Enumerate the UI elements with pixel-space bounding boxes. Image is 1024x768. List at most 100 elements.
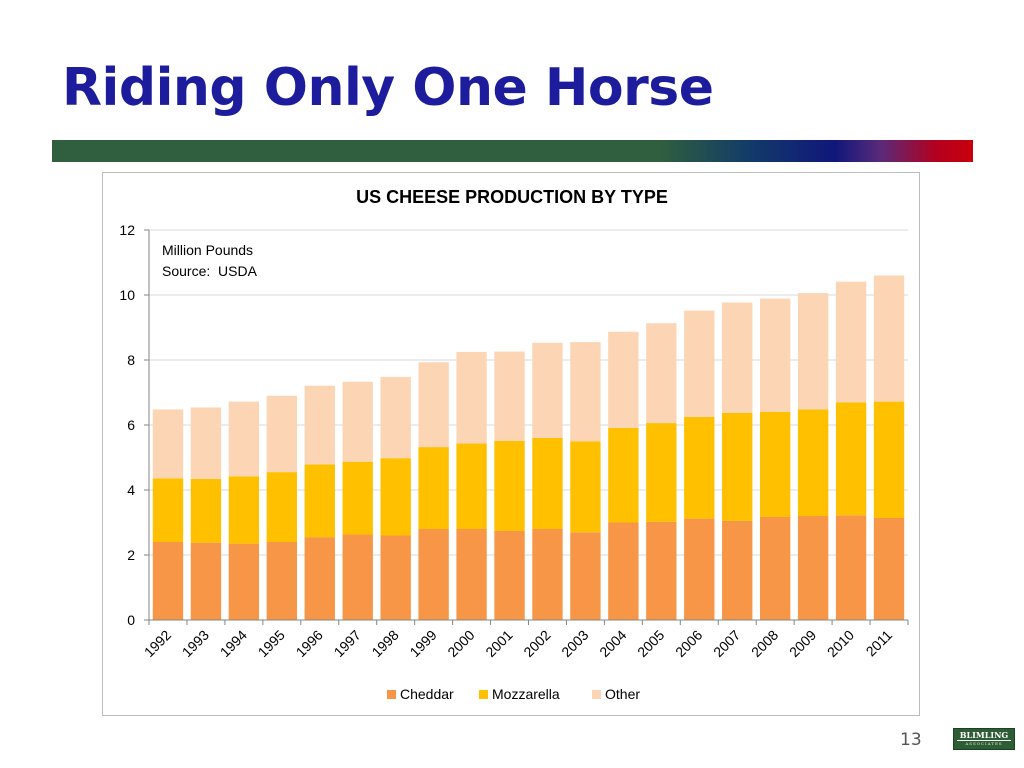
bar-mozzarella-2001 xyxy=(494,440,525,531)
x-tick-label: 2007 xyxy=(710,627,743,660)
page-number: 13 xyxy=(900,730,922,750)
bar-other-1999 xyxy=(418,362,449,448)
bar-cheddar-2010 xyxy=(835,515,867,620)
x-tick-label: 2005 xyxy=(634,627,667,660)
bar-cheddar-2008 xyxy=(759,516,791,620)
bar-mozzarella-2007 xyxy=(722,412,753,521)
x-tick-label: 2003 xyxy=(558,627,591,660)
bar-mozzarella-2003 xyxy=(570,441,601,533)
bar-other-1996 xyxy=(304,385,335,465)
x-tick-label: 2006 xyxy=(672,627,705,660)
bar-mozzarella-2010 xyxy=(835,402,867,516)
bar-cheddar-1996 xyxy=(304,537,335,620)
logo-wordmark: BLIMLING xyxy=(957,731,1011,741)
x-tick-label: 1992 xyxy=(141,627,174,660)
axes: 0 2 4 6 8 10 12 1992 1993 1994 1995 1996 1997 1998 199… xyxy=(119,222,909,660)
bar-cheddar-2000 xyxy=(456,529,487,620)
bar-cheddar-1995 xyxy=(266,542,298,620)
legend-swatch-mozzarella xyxy=(479,690,488,699)
chart-title: US CHEESE PRODUCTION BY TYPE xyxy=(356,187,668,207)
x-tick-label: 1995 xyxy=(255,627,288,660)
bar-mozzarella-1993 xyxy=(190,478,222,543)
bar-cheddar-2007 xyxy=(722,520,753,620)
bar-cheddar-1997 xyxy=(342,534,373,620)
logo-subtext: ASSOCIATES xyxy=(965,741,1003,746)
bar-other-2010 xyxy=(835,281,867,403)
bar-mozzarella-1997 xyxy=(342,461,373,535)
company-logo: BLIMLING ASSOCIATES xyxy=(953,728,1015,750)
x-tick-label: 1996 xyxy=(293,627,326,660)
bar-other-1992 xyxy=(152,409,184,479)
bar-cheddar-1993 xyxy=(190,542,222,620)
bar-other-2003 xyxy=(570,342,601,442)
y-tick-label: 12 xyxy=(119,222,135,238)
bar-mozzarella-2002 xyxy=(532,438,563,529)
x-tick-label: 2010 xyxy=(824,627,857,660)
bar-other-1995 xyxy=(266,395,298,473)
bar-other-2000 xyxy=(456,351,487,444)
legend-label-mozzarella: Mozzarella xyxy=(492,686,560,702)
bar-cheddar-2004 xyxy=(608,522,639,620)
chart-legend: Cheddar Mozzarella Other xyxy=(387,686,640,702)
bar-cheddar-1999 xyxy=(418,529,449,620)
x-tick-label: 2000 xyxy=(444,627,477,660)
y-tick-label: 10 xyxy=(119,287,135,303)
legend-label-cheddar: Cheddar xyxy=(400,686,454,702)
bar-cheddar-1998 xyxy=(380,535,411,620)
bars xyxy=(152,275,905,620)
x-tick-label: 2002 xyxy=(520,627,553,660)
cheese-production-chart: 0 2 4 6 8 10 12 1992 1993 1994 1995 1996 1997 1998 199… xyxy=(119,187,909,702)
bar-mozzarella-2005 xyxy=(646,423,677,522)
x-tick-label: 2004 xyxy=(596,627,629,660)
chart-annotation-source: Source: USDA xyxy=(162,263,258,279)
bar-mozzarella-1996 xyxy=(304,464,335,538)
bar-cheddar-2009 xyxy=(797,516,829,620)
bar-other-2001 xyxy=(494,351,525,441)
title-gradient-bar xyxy=(52,140,973,162)
bar-mozzarella-1999 xyxy=(418,447,449,529)
bar-mozzarella-2006 xyxy=(684,416,715,519)
y-tick-label: 0 xyxy=(127,612,135,628)
bar-cheddar-2011 xyxy=(873,517,905,620)
bar-cheddar-2001 xyxy=(494,530,525,620)
x-tick-label: 2011 xyxy=(863,627,896,660)
chart-frame: 0 2 4 6 8 10 12 1992 1993 1994 1995 1996 1997 1998 199… xyxy=(102,172,920,716)
bar-other-2004 xyxy=(608,331,639,428)
bar-cheddar-2005 xyxy=(646,521,677,620)
chart-annotation-units: Million Pounds xyxy=(162,242,253,258)
x-tick-label: 1998 xyxy=(368,627,401,660)
bar-mozzarella-2011 xyxy=(873,401,905,518)
bar-other-1998 xyxy=(380,376,411,459)
y-tick-label: 4 xyxy=(127,482,135,498)
legend-label-other: Other xyxy=(605,686,640,702)
x-tick-label: 2008 xyxy=(748,627,781,660)
bar-mozzarella-2000 xyxy=(456,443,487,529)
bar-mozzarella-1998 xyxy=(380,458,411,536)
bar-other-2006 xyxy=(684,310,715,417)
bar-cheddar-2002 xyxy=(532,529,563,620)
bar-cheddar-1994 xyxy=(228,543,260,620)
bar-other-2011 xyxy=(873,275,905,402)
bar-mozzarella-1995 xyxy=(266,472,298,542)
bar-mozzarella-2008 xyxy=(759,412,791,517)
bar-other-2009 xyxy=(797,293,829,410)
x-tick-label: 1994 xyxy=(217,627,250,660)
bar-mozzarella-2009 xyxy=(797,409,829,516)
bar-cheddar-2006 xyxy=(684,518,715,620)
y-tick-label: 6 xyxy=(127,417,135,433)
bar-other-2008 xyxy=(759,298,791,412)
bar-other-2007 xyxy=(722,302,753,413)
bar-mozzarella-1994 xyxy=(228,476,260,544)
bar-other-1997 xyxy=(342,381,373,462)
bar-other-2005 xyxy=(646,323,677,424)
y-tick-label: 8 xyxy=(127,352,135,368)
bar-cheddar-1992 xyxy=(152,542,184,620)
x-tick-label: 1999 xyxy=(406,627,439,660)
x-tick-label: 1993 xyxy=(179,627,212,660)
legend-swatch-other xyxy=(592,690,601,699)
bar-cheddar-2003 xyxy=(570,532,601,620)
y-tick-label: 2 xyxy=(127,547,135,563)
bar-other-1994 xyxy=(228,401,260,477)
bar-mozzarella-2004 xyxy=(608,427,639,523)
x-tick-label: 1997 xyxy=(331,627,364,660)
